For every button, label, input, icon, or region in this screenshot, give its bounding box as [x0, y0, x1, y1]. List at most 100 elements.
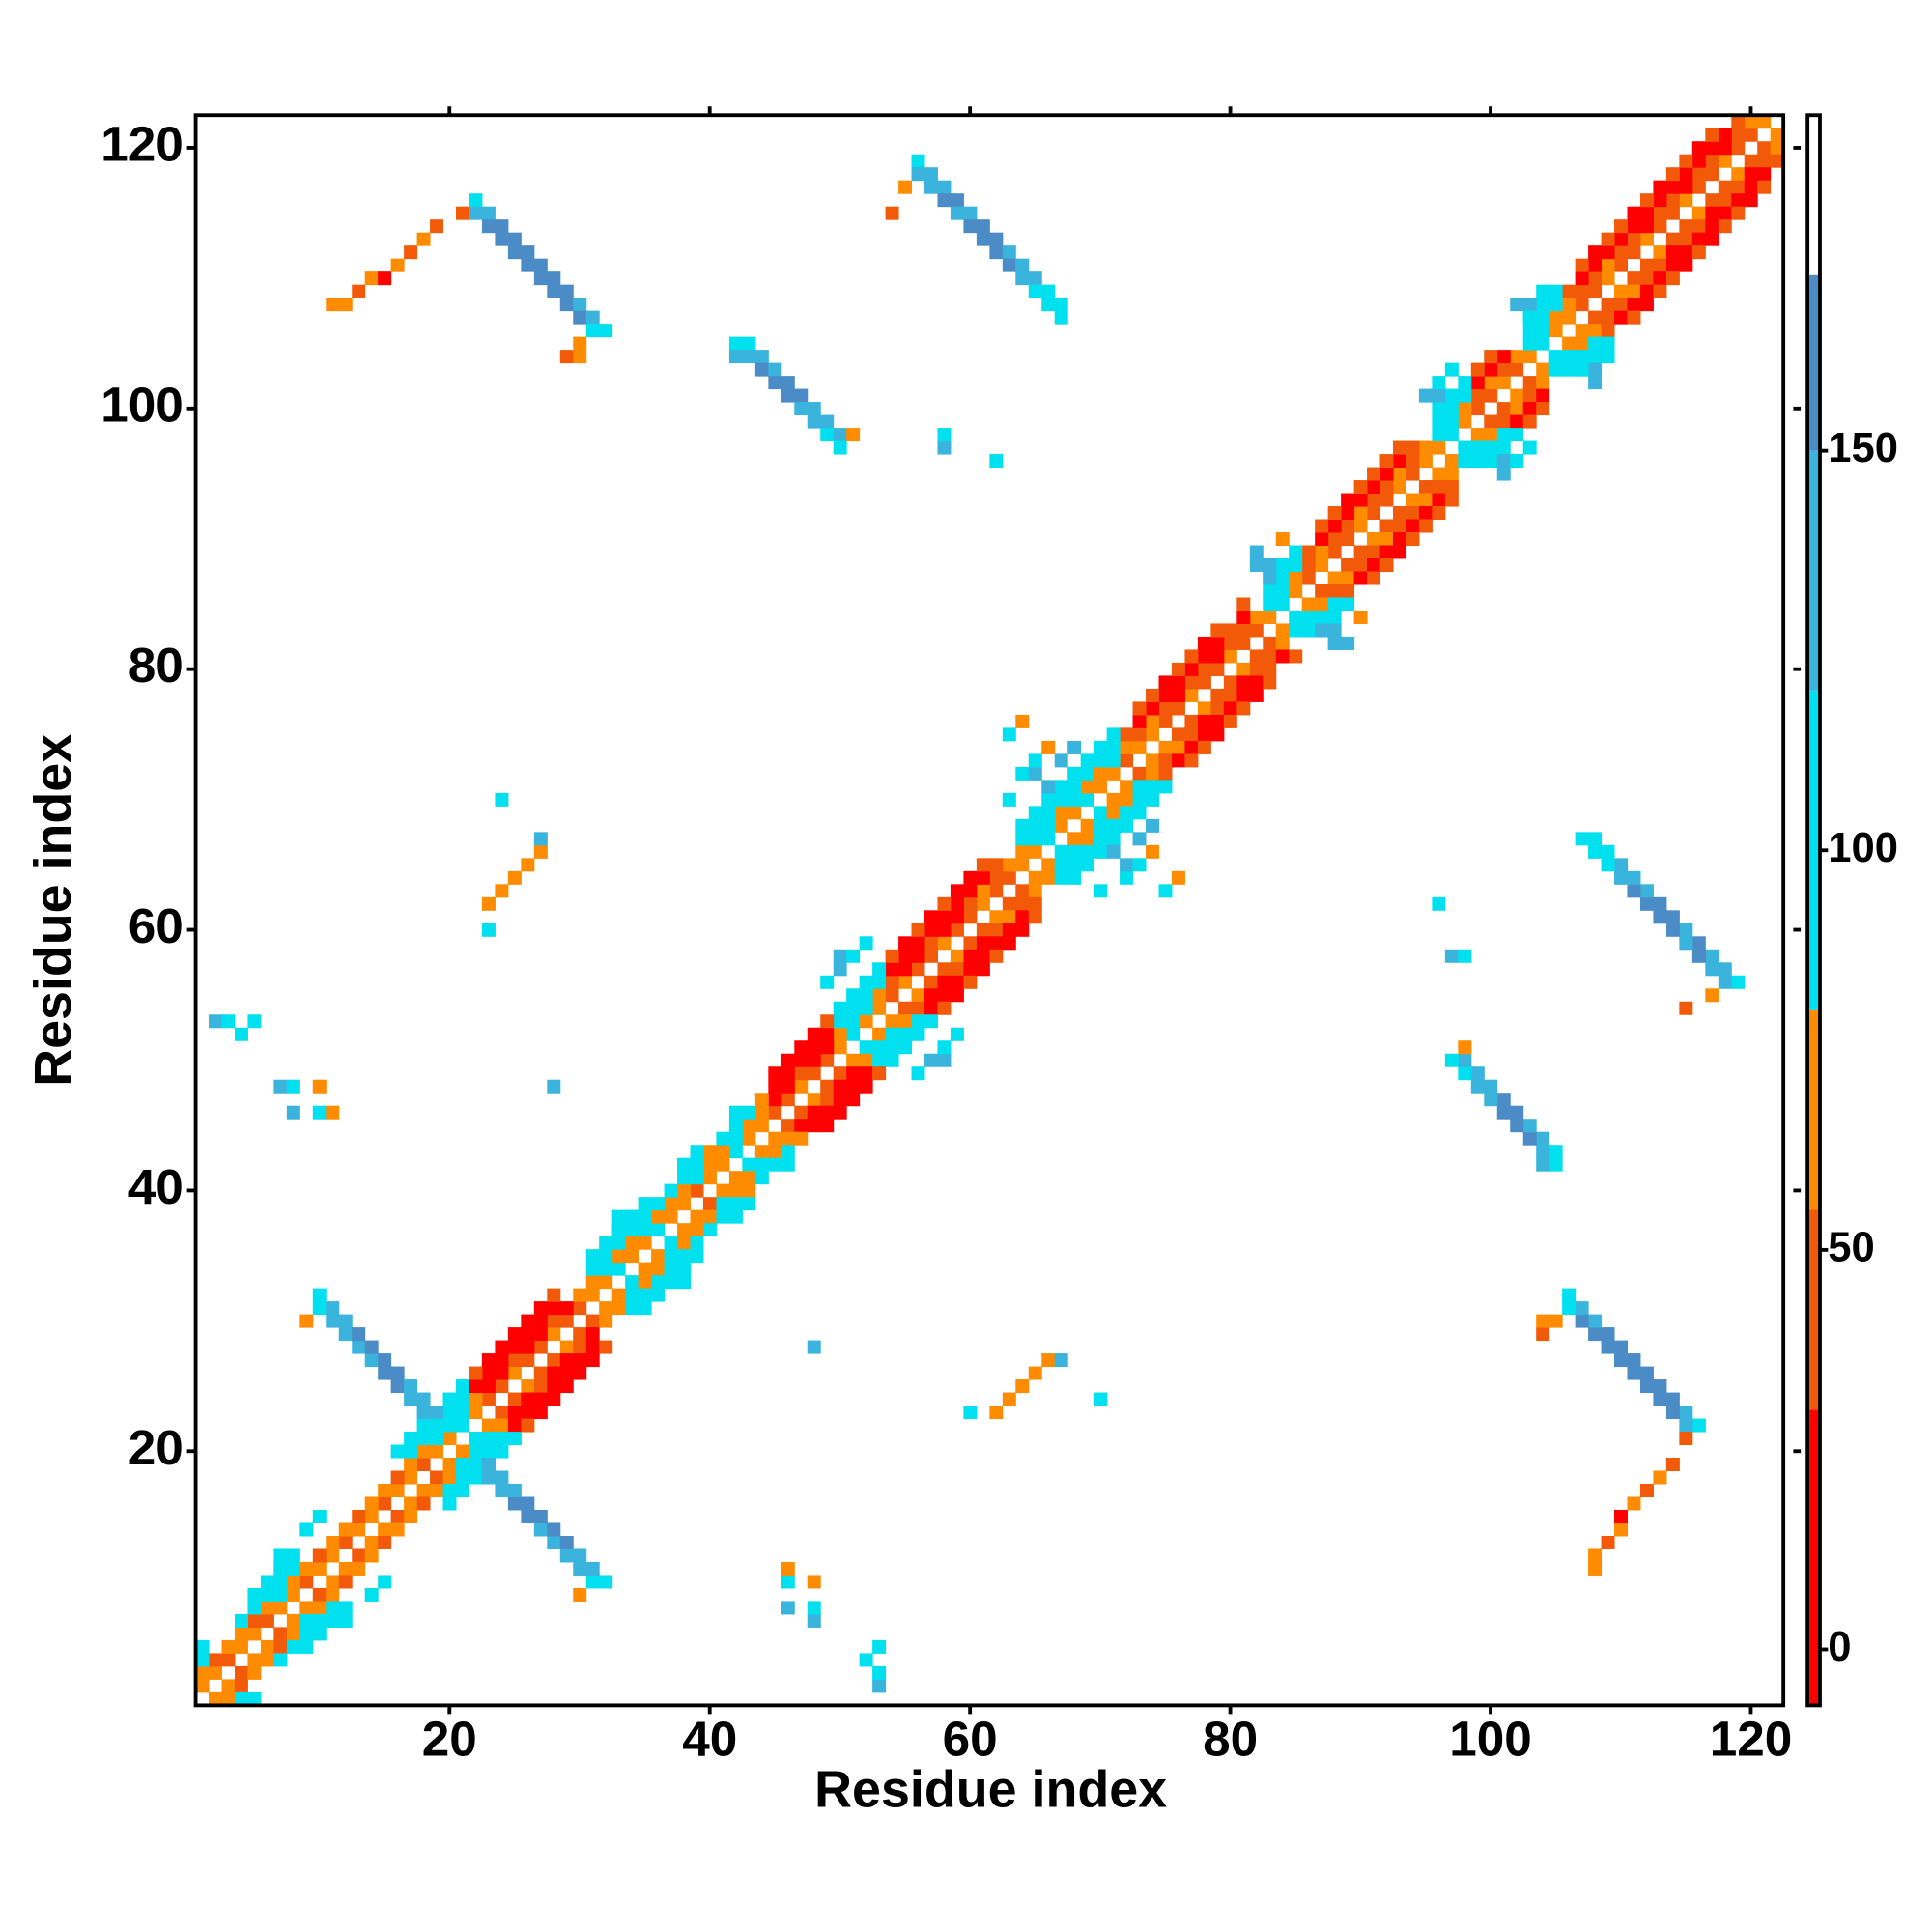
- heatmap-cell: [1341, 597, 1355, 611]
- heatmap-cell: [1367, 480, 1381, 495]
- heatmap-cell: [286, 1561, 300, 1576]
- heatmap-cell: [1289, 623, 1303, 638]
- heatmap-cell: [1639, 219, 1654, 234]
- heatmap-cell: [1028, 910, 1042, 924]
- heatmap-cell: [859, 1014, 873, 1029]
- heatmap-cell: [1757, 154, 1772, 168]
- heatmap-cell: [1731, 141, 1746, 156]
- heatmap-cell: [1575, 298, 1589, 312]
- heatmap-cell: [1639, 1366, 1654, 1380]
- heatmap-cell: [1158, 701, 1173, 716]
- heatmap-cell: [1236, 675, 1251, 690]
- heatmap-cell: [273, 1627, 288, 1641]
- heatmap-cell: [1588, 324, 1603, 338]
- heatmap-cell: [923, 910, 938, 924]
- heatmap-cell: [1275, 557, 1290, 573]
- heatmap-cell: [559, 350, 574, 364]
- heatmap-cell: [742, 1105, 756, 1120]
- heatmap-cell: [1171, 675, 1185, 690]
- heatmap-cell: [1327, 583, 1342, 598]
- heatmap-cell: [573, 1587, 587, 1602]
- heatmap-cell: [1171, 740, 1185, 754]
- heatmap-cell: [390, 1522, 405, 1537]
- heatmap-cell: [950, 193, 964, 208]
- heatmap-cell: [1054, 870, 1068, 885]
- heatmap-cell: [533, 1392, 548, 1406]
- heatmap-cell: [326, 1105, 340, 1120]
- heatmap-cell: [1327, 532, 1342, 547]
- heatmap-cell: [1575, 271, 1589, 286]
- heatmap-cell: [1132, 701, 1147, 716]
- heatmap-cell: [1353, 506, 1368, 521]
- heatmap-cell: [911, 1014, 925, 1029]
- heatmap-cell: [611, 1288, 626, 1302]
- heatmap-cell: [404, 1458, 418, 1472]
- heatmap-cell: [1510, 1119, 1524, 1133]
- heatmap-cell: [1601, 1340, 1615, 1354]
- heatmap-cell: [559, 1314, 574, 1328]
- heatmap-cell: [625, 1301, 639, 1316]
- heatmap-cell: [702, 1209, 717, 1224]
- heatmap-cell: [507, 245, 522, 260]
- heatmap-cell: [1080, 753, 1094, 768]
- heatmap-cell: [299, 1627, 314, 1641]
- heatmap-cell: [1601, 1327, 1615, 1342]
- heatmap-cell: [677, 1275, 692, 1290]
- heatmap-cell: [1536, 1131, 1550, 1146]
- heatmap-cell: [326, 298, 340, 312]
- heatmap-cell: [1691, 141, 1706, 156]
- heatmap-cell: [1705, 206, 1719, 220]
- heatmap-cell: [923, 988, 938, 1003]
- heatmap-cell: [1028, 271, 1042, 286]
- heatmap-cell: [1627, 232, 1641, 246]
- heatmap-cell: [1146, 701, 1160, 716]
- heatmap-cell: [1197, 649, 1211, 664]
- heatmap-cell: [599, 1249, 613, 1264]
- heatmap-cell: [833, 962, 847, 977]
- heatmap-cell: [1444, 467, 1459, 481]
- heatmap-cell: [1341, 571, 1355, 585]
- heatmap-cell: [1379, 545, 1394, 559]
- heatmap-cell: [1015, 858, 1030, 872]
- heatmap-cell: [1548, 1145, 1563, 1159]
- heatmap-cell: [1444, 414, 1459, 429]
- heatmap-cell: [1353, 557, 1368, 573]
- heatmap-cell: [326, 1301, 340, 1316]
- heatmap-cell: [547, 1288, 561, 1302]
- heatmap-cell: [338, 1327, 353, 1342]
- heatmap-cell: [338, 1522, 353, 1537]
- heatmap-cell: [326, 1587, 340, 1602]
- heatmap-cell: [1041, 740, 1056, 754]
- heatmap-cell: [585, 1340, 600, 1354]
- heatmap-cell: [923, 936, 938, 951]
- heatmap-cell: [1665, 258, 1680, 272]
- heatmap-cell: [794, 1053, 809, 1067]
- heatmap-cell: [273, 1601, 288, 1615]
- heatmap-cell: [690, 1236, 704, 1250]
- heatmap-cell: [442, 1496, 457, 1511]
- heatmap-cell: [937, 1053, 952, 1067]
- heatmap-cell: [416, 1458, 431, 1472]
- heatmap-cell: [820, 414, 835, 429]
- heatmap-cell: [1432, 428, 1446, 442]
- heatmap-cell: [547, 271, 561, 286]
- heatmap-cell: [872, 1027, 887, 1041]
- heatmap-cell: [898, 1027, 913, 1041]
- heatmap-cell: [247, 1014, 262, 1029]
- heatmap-cell: [1210, 688, 1225, 702]
- heatmap-cell: [963, 975, 978, 989]
- heatmap-cell: [1757, 180, 1772, 194]
- heatmap-cell: [1418, 440, 1433, 455]
- heatmap-cell: [1210, 701, 1225, 716]
- heatmap-cell: [1223, 675, 1237, 690]
- heatmap-cell: [1418, 454, 1433, 469]
- heatmap-cell: [1367, 506, 1381, 521]
- heatmap-cell: [1041, 792, 1056, 807]
- heatmap-cell: [1067, 780, 1082, 794]
- heatmap-cell: [585, 1262, 600, 1276]
- heatmap-cell: [481, 1392, 496, 1406]
- heatmap-cell: [1106, 832, 1121, 846]
- heatmap-cell: [1392, 467, 1406, 481]
- heatmap-cell: [1341, 519, 1355, 533]
- heatmap-cell: [1444, 388, 1459, 403]
